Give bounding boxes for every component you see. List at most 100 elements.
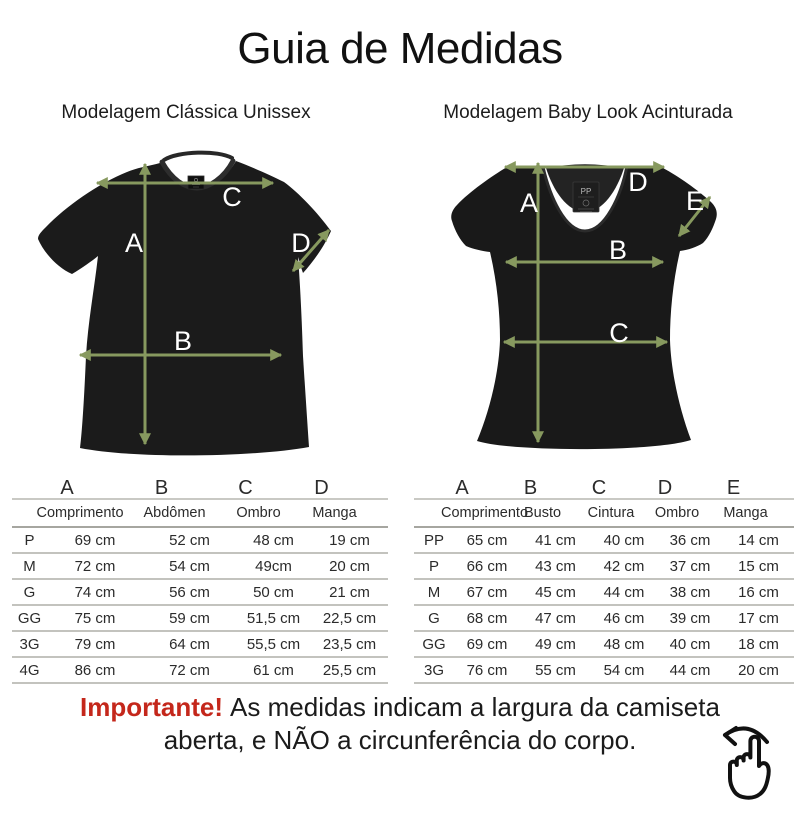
size-cell: GG (17, 609, 42, 627)
value-cell: 20 cm (329, 557, 370, 575)
col-measure: Ombro (654, 505, 700, 521)
measure-label-c-classic: C (222, 182, 242, 212)
value-cell: 19 cm (329, 531, 370, 549)
value-cell: 39 cm (669, 609, 711, 627)
value-cell: 64 cm (169, 635, 210, 653)
value-cell: 61 cm (253, 661, 294, 679)
important-note-text: As medidas indicam a largura da camiseta… (163, 692, 720, 756)
value-cell: 51,5 cm (246, 609, 301, 627)
col-measure: Cintura (587, 505, 635, 521)
measure-label-c-babylook: C (609, 318, 629, 348)
size-table-babylook: A B C D E Comprimento Busto Cintura Ombr… (414, 477, 794, 684)
measure-label-e-babylook: E (686, 186, 704, 216)
value-cell: 40 cm (669, 635, 711, 653)
shirt-measure-diagrams: PP A B C D A B C D E (38, 150, 717, 456)
col-letter: D (657, 477, 673, 499)
value-cell: 25,5 cm (322, 661, 377, 679)
subtitle-baby-look: Modelagem Baby Look Acinturada (443, 102, 733, 123)
table-row: M 72 cm 54 cm 49cm 20 cm (12, 554, 388, 580)
value-cell: 15 cm (738, 557, 779, 575)
value-cell: 69 cm (74, 531, 116, 549)
value-cell: 17 cm (738, 609, 779, 627)
measure-label-d-babylook: D (628, 167, 648, 197)
value-cell: 49 cm (535, 635, 576, 653)
value-cell: 44 cm (669, 661, 711, 679)
neck-tag-size-label: PP (581, 187, 592, 196)
col-letter: A (455, 477, 469, 499)
size-cell: P (24, 531, 35, 549)
value-cell: 54 cm (169, 557, 210, 575)
value-cell: 54 cm (603, 661, 645, 679)
table-row-measures: Comprimento Busto Cintura Ombro Manga (414, 500, 794, 528)
table-row: 4G 86 cm 72 cm 61 cm 25,5 cm (12, 658, 388, 684)
table-row-measures: Comprimento Abdômen Ombro Manga (12, 500, 388, 528)
value-cell: 69 cm (466, 635, 508, 653)
size-cell: PP (423, 531, 444, 549)
measure-arrow-d-classic (291, 229, 331, 272)
value-cell: 52 cm (169, 531, 210, 549)
value-cell: 59 cm (169, 609, 210, 627)
value-cell: 48 cm (253, 531, 294, 549)
value-cell: 44 cm (603, 583, 645, 601)
value-cell: 72 cm (169, 661, 210, 679)
value-cell: 43 cm (535, 557, 576, 575)
value-cell: 38 cm (669, 583, 711, 601)
value-cell: 42 cm (603, 557, 645, 575)
measure-arrows-babylook (502, 161, 712, 444)
value-cell: 65 cm (466, 531, 508, 549)
shirt-classic-graphic (38, 150, 331, 456)
size-cell: 4G (19, 661, 40, 679)
value-cell: 79 cm (74, 635, 116, 653)
value-cell: 55 cm (535, 661, 576, 679)
value-cell: 48 cm (603, 635, 645, 653)
value-cell: 46 cm (603, 609, 645, 627)
measure-label-a-classic: A (125, 228, 143, 258)
value-cell: 76 cm (466, 661, 508, 679)
swipe-arrow-head (723, 726, 738, 746)
col-measure: Comprimento (36, 505, 124, 521)
value-cell: 20 cm (738, 661, 779, 679)
table-row-letters: A B C D (12, 477, 388, 500)
table-row: P 66 cm 43 cm 42 cm 37 cm 15 cm (414, 554, 794, 580)
value-cell: 22,5 cm (322, 609, 377, 627)
value-cell: 18 cm (738, 635, 779, 653)
value-cell: 68 cm (466, 609, 508, 627)
measure-label-b-babylook: B (609, 235, 627, 265)
table-row: M 67 cm 45 cm 44 cm 38 cm 16 cm (414, 580, 794, 606)
measure-arrow-e-babylook (677, 196, 712, 237)
size-cell: 3G (423, 661, 444, 679)
size-cell: GG (422, 635, 446, 653)
table-row: G 68 cm 47 cm 46 cm 39 cm 17 cm (414, 606, 794, 632)
col-measure: Comprimento (441, 505, 529, 521)
value-cell: 16 cm (738, 583, 779, 601)
shirt-babylook-neck-tag: PP (572, 181, 600, 213)
col-measure: Abdômen (143, 505, 206, 521)
value-cell: 55,5 cm (246, 635, 301, 653)
swipe-left-hand-icon (723, 726, 771, 800)
measure-label-d-classic: D (291, 228, 311, 258)
value-cell: 75 cm (74, 609, 116, 627)
table-row: G 74 cm 56 cm 50 cm 21 cm (12, 580, 388, 606)
table-row-letters: A B C D E (414, 477, 794, 500)
size-cell: M (23, 557, 36, 575)
measure-arrows-classic (78, 162, 331, 446)
col-letter: C (238, 477, 253, 499)
important-note: Importante! As medidas indicam a largura … (55, 691, 745, 758)
value-cell: 21 cm (329, 583, 370, 601)
value-cell: 47 cm (535, 609, 576, 627)
col-letter: B (523, 477, 538, 499)
value-cell: 49cm (255, 557, 292, 575)
value-cell: 40 cm (603, 531, 645, 549)
page-title: Guia de Medidas (237, 24, 563, 73)
size-cell: M (427, 583, 441, 601)
col-measure: Busto (523, 505, 562, 521)
value-cell: 67 cm (466, 583, 508, 601)
important-note-highlight: Importante! (80, 692, 224, 722)
value-cell: 45 cm (535, 583, 576, 601)
size-cell: G (428, 609, 440, 627)
pointing-hand-outline (728, 734, 771, 800)
table-row: 3G 76 cm 55 cm 54 cm 44 cm 20 cm (414, 658, 794, 684)
size-cell: P (428, 557, 439, 575)
col-measure: Manga (723, 505, 768, 521)
value-cell: 36 cm (669, 531, 711, 549)
